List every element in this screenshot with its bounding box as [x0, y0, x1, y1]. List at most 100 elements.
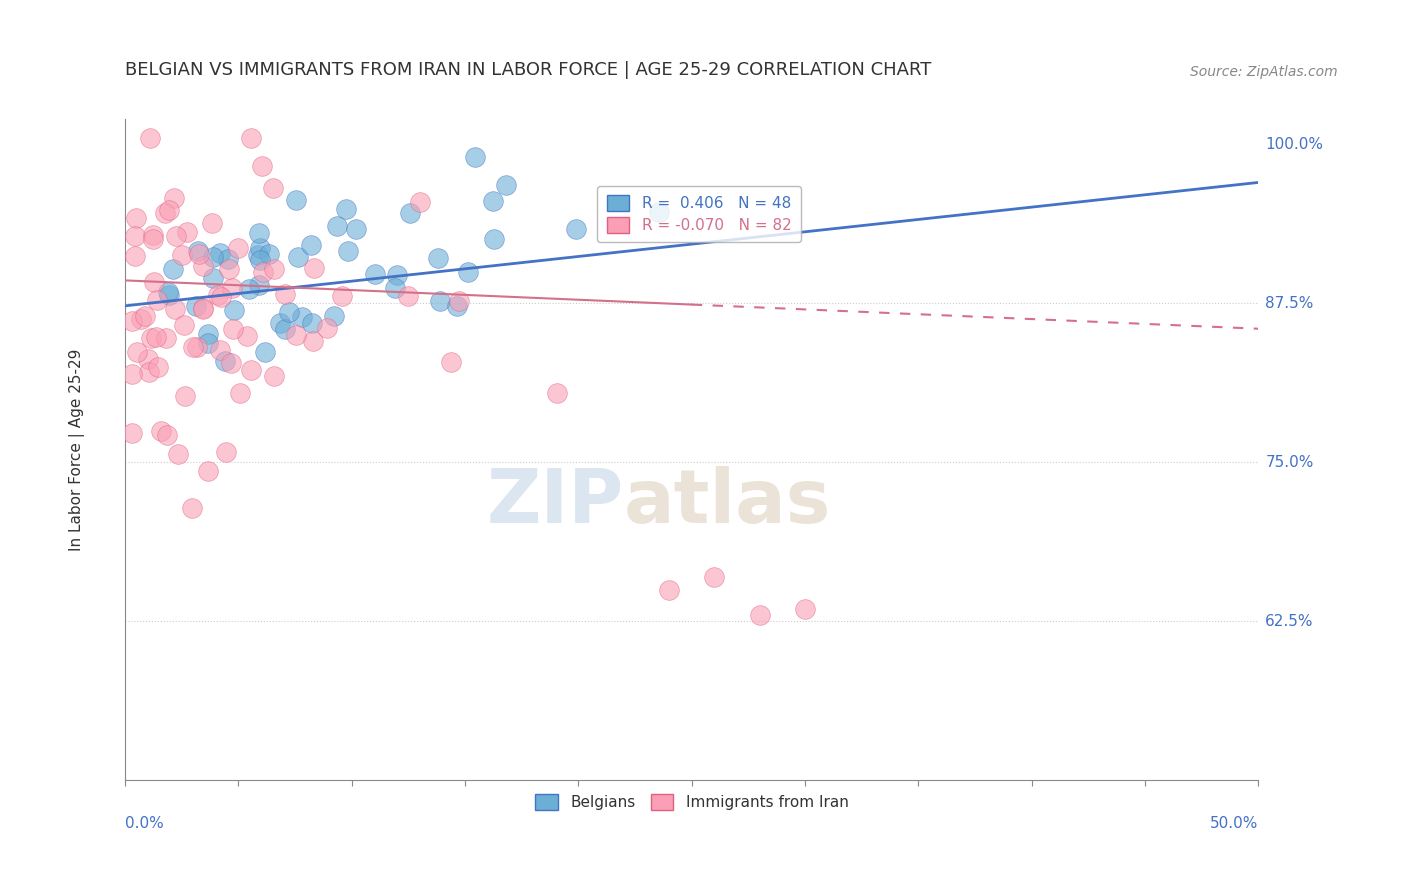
Point [247, 226, 270, 240]
Point [748, 607, 770, 622]
Point [207, 288, 229, 302]
Point [396, 289, 419, 303]
Point [315, 321, 337, 335]
Point [484, 232, 506, 246]
Point [124, 229, 146, 244]
Point [149, 424, 172, 438]
Point [124, 248, 146, 262]
Point [193, 302, 215, 317]
Text: 50.0%: 50.0% [1211, 816, 1258, 831]
Point [221, 322, 243, 336]
Point [156, 427, 179, 442]
Point [291, 310, 314, 325]
Point [273, 322, 295, 336]
Point [658, 582, 681, 597]
Point [277, 305, 299, 319]
Point [134, 310, 156, 324]
Point [222, 302, 245, 317]
Point [209, 290, 232, 304]
Point [337, 244, 360, 258]
Point [238, 282, 260, 296]
Point [136, 352, 159, 367]
Text: ZIP: ZIP [486, 466, 624, 539]
Point [253, 344, 276, 359]
Point [166, 447, 188, 461]
Point [142, 228, 165, 243]
Point [249, 277, 271, 292]
Point [335, 202, 357, 216]
Point [330, 289, 353, 303]
Point [429, 293, 451, 308]
Point [249, 252, 271, 267]
Point [648, 204, 671, 219]
Point [447, 294, 470, 309]
Point [240, 363, 263, 377]
Point [181, 340, 204, 354]
Point [263, 262, 285, 277]
Point [141, 331, 163, 345]
Point [299, 238, 322, 252]
Point [197, 326, 219, 341]
Point [157, 288, 180, 302]
Point [215, 444, 238, 458]
Point [125, 345, 148, 359]
Text: 100.0%: 100.0% [1265, 136, 1323, 152]
Point [138, 366, 160, 380]
Point [180, 501, 202, 516]
Point [148, 359, 170, 374]
Point [252, 265, 274, 279]
Text: 75.0%: 75.0% [1265, 455, 1313, 470]
Point [142, 275, 165, 289]
Text: Source: ZipAtlas.com: Source: ZipAtlas.com [1191, 65, 1339, 79]
Point [546, 386, 568, 401]
Point [121, 313, 143, 327]
Point [301, 316, 323, 330]
Text: 87.5%: 87.5% [1265, 296, 1313, 310]
Point [188, 247, 211, 261]
Point [323, 309, 346, 323]
Legend: Belgians, Immigrants from Iran: Belgians, Immigrants from Iran [526, 785, 858, 819]
Point [302, 261, 325, 276]
Point [201, 250, 224, 264]
Point [274, 287, 297, 301]
Point [157, 202, 180, 217]
Point [326, 219, 349, 233]
Point [446, 298, 468, 312]
Point [302, 334, 325, 349]
Point [201, 216, 224, 230]
Point [399, 206, 422, 220]
Point [263, 368, 285, 383]
Point [464, 150, 486, 164]
Point [285, 194, 308, 208]
Point [209, 245, 232, 260]
Point [226, 241, 249, 255]
Point [193, 301, 215, 315]
Point [139, 131, 162, 145]
Point [142, 232, 165, 246]
Text: atlas: atlas [624, 466, 831, 539]
Text: 0.0%: 0.0% [125, 816, 163, 831]
Point [387, 268, 409, 282]
Point [287, 250, 309, 264]
Point [228, 385, 250, 400]
Point [162, 262, 184, 277]
Point [262, 181, 284, 195]
Point [269, 316, 291, 330]
Point [482, 194, 505, 208]
Point [217, 252, 239, 266]
Point [794, 601, 817, 615]
Point [384, 281, 406, 295]
Point [240, 131, 263, 145]
Point [186, 300, 208, 314]
Point [457, 265, 479, 279]
Point [129, 312, 152, 326]
Point [250, 159, 273, 173]
Point [156, 285, 179, 299]
Point [165, 229, 187, 244]
Point [219, 356, 242, 370]
Text: BELGIAN VS IMMIGRANTS FROM IRAN IN LABOR FORCE | AGE 25-29 CORRELATION CHART: BELGIAN VS IMMIGRANTS FROM IRAN IN LABOR… [125, 62, 931, 79]
Point [202, 271, 225, 285]
Point [236, 329, 259, 343]
Point [187, 244, 209, 258]
Point [249, 241, 271, 255]
